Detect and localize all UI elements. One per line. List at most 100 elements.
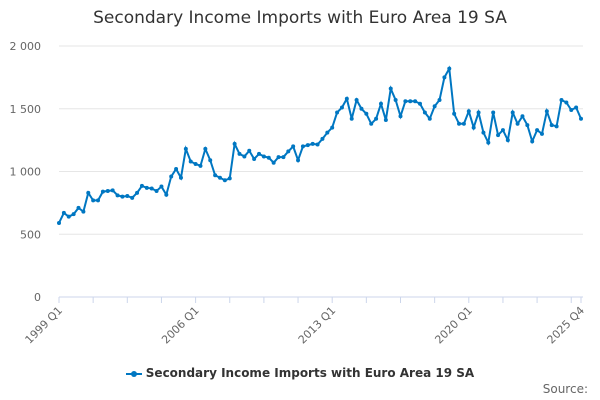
data-point: [457, 121, 462, 126]
data-point: [559, 97, 564, 102]
data-point: [217, 175, 222, 180]
data-point: [427, 116, 432, 121]
data-point: [86, 190, 91, 195]
data-point: [466, 109, 471, 114]
data-point: [120, 194, 125, 199]
x-tick-label: 2020 Q1: [432, 304, 475, 347]
data-point: [300, 144, 305, 149]
data-point: [418, 101, 423, 106]
legend-label: Secondary Income Imports with Euro Area …: [145, 366, 475, 380]
data-point: [491, 110, 496, 115]
x-tick-label: 2025 Q4: [545, 304, 588, 347]
data-point: [188, 159, 193, 164]
data-point: [330, 125, 335, 130]
y-tick-label: 0: [34, 291, 41, 304]
data-point: [520, 114, 525, 119]
data-point: [296, 158, 301, 163]
data-point: [149, 186, 154, 191]
data-point: [183, 146, 188, 151]
data-point: [535, 128, 540, 133]
series-line: [58, 65, 582, 224]
data-point: [442, 75, 447, 80]
legend[interactable]: Secondary Income Imports with Euro Area …: [0, 366, 600, 380]
data-point: [471, 125, 476, 130]
data-point: [242, 154, 247, 159]
data-point: [325, 130, 330, 135]
data-point: [549, 123, 554, 128]
data-point: [476, 110, 481, 115]
data-point: [393, 97, 398, 102]
data-point: [305, 143, 310, 148]
data-point: [247, 148, 252, 153]
data-point: [208, 158, 213, 163]
data-point: [139, 183, 144, 188]
data-point: [344, 96, 349, 101]
data-point: [276, 155, 281, 160]
data-point: [159, 184, 164, 189]
y-tick-label: 1 500: [10, 103, 42, 116]
data-point: [71, 212, 76, 217]
data-point: [447, 66, 452, 71]
data-point: [227, 176, 232, 181]
data-point: [310, 141, 315, 146]
data-point: [154, 188, 159, 193]
data-point: [213, 173, 218, 178]
data-point: [510, 110, 515, 115]
data-point: [281, 155, 286, 160]
data-point: [320, 136, 325, 141]
data-point: [354, 97, 359, 102]
data-point: [130, 195, 135, 200]
data-point: [349, 116, 354, 121]
data-point: [369, 121, 374, 126]
data-point: [364, 111, 369, 116]
data-point: [437, 97, 442, 102]
data-point: [291, 144, 296, 149]
data-point: [61, 210, 66, 215]
data-point: [222, 178, 227, 183]
y-tick-label: 500: [20, 228, 41, 241]
chart-title: Secondary Income Imports with Euro Area …: [93, 8, 507, 28]
data-point: [398, 114, 403, 119]
data-point: [564, 100, 569, 105]
data-point: [388, 86, 393, 91]
data-point: [432, 104, 437, 109]
data-point: [569, 108, 574, 113]
data-point: [105, 188, 110, 193]
data-point: [125, 193, 130, 198]
data-point: [408, 99, 413, 104]
data-point: [115, 193, 120, 198]
data-point: [237, 151, 242, 156]
data-point: [91, 198, 96, 203]
data-point: [174, 166, 179, 171]
y-tick-label: 1 000: [10, 166, 42, 179]
data-point: [271, 160, 276, 165]
data-point: [383, 118, 388, 123]
data-point: [315, 142, 320, 147]
data-point: [530, 139, 535, 144]
data-point: [579, 116, 583, 121]
data-point: [135, 190, 140, 195]
data-point: [335, 110, 340, 115]
data-point: [252, 156, 257, 161]
data-point: [525, 123, 530, 128]
data-point: [544, 109, 549, 114]
data-point: [203, 146, 208, 151]
legend-swatch: [125, 370, 142, 377]
data-point: [539, 131, 544, 136]
data-point: [81, 209, 86, 214]
data-point: [232, 141, 237, 146]
x-tick-label: 2013 Q1: [296, 304, 339, 347]
data-point: [422, 110, 427, 115]
data-point: [481, 130, 486, 135]
data-point: [261, 154, 266, 159]
data-point: [461, 121, 466, 126]
data-point: [96, 198, 101, 203]
data-point: [378, 101, 383, 106]
data-point: [339, 105, 344, 110]
data-point: [164, 192, 169, 197]
y-tick-label: 2 000: [10, 40, 42, 53]
data-point: [100, 189, 105, 194]
data-point: [198, 163, 203, 168]
data-point: [505, 138, 510, 143]
